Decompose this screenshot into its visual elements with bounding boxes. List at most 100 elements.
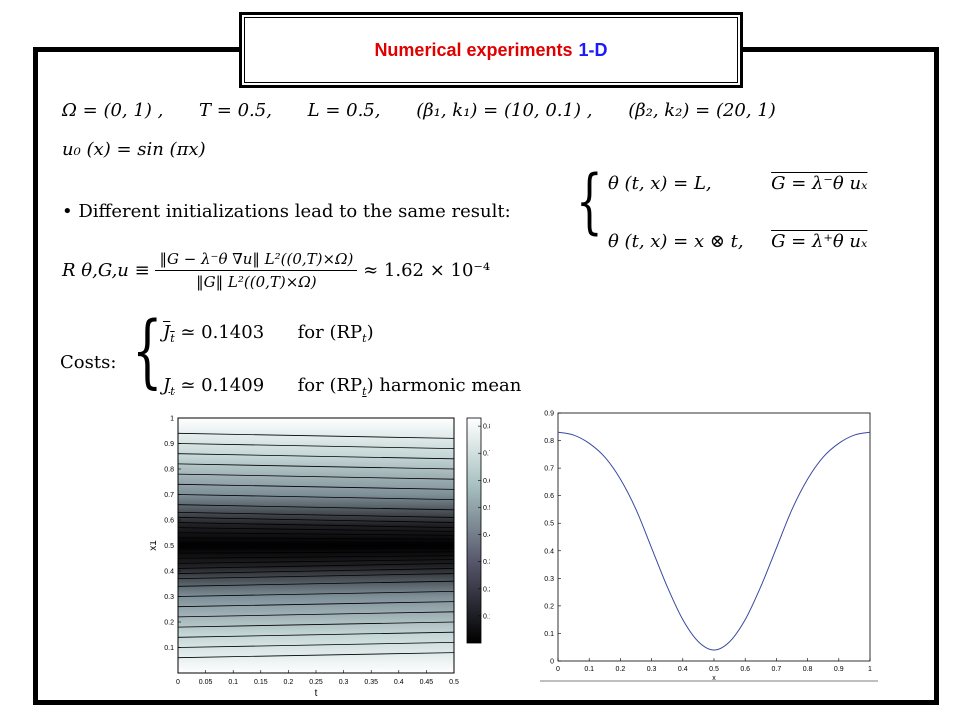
cost-1-J: Jt: [163, 322, 175, 345]
y-tick-label: 0.9: [544, 411, 554, 418]
x-tick-label: 0.5: [449, 679, 459, 686]
colorbar-tick-label: 0.3: [483, 559, 490, 566]
x-tick-label: 0.8: [803, 666, 813, 673]
series-line: [557, 431, 871, 651]
y-tick-label: 0.1: [164, 645, 174, 652]
contour-line: [177, 517, 455, 523]
y-tick-label: 0: [550, 659, 554, 666]
contour-line: [177, 559, 455, 564]
y-tick-label: 0.2: [164, 620, 174, 627]
colorbar-tick-label: 0.2: [483, 586, 490, 593]
contour-line: [177, 463, 455, 470]
contour-line: [177, 473, 455, 480]
contour-line: [177, 601, 455, 608]
bullet-text: • Different initializations lead to the …: [62, 201, 511, 222]
x-tick-label: 0.4: [394, 679, 404, 686]
y-tick-label: 0.5: [544, 521, 554, 528]
x-tick-label: 0.3: [647, 666, 657, 673]
contour-line: [177, 511, 455, 518]
case-2-right: G = λ⁺θ uₓ: [771, 231, 868, 252]
param-beta2: (β₂, k₂) = (20, 1): [628, 100, 776, 121]
residual-rhs: ≈ 1.62 × 10⁻⁴: [363, 260, 491, 281]
contour-line: [177, 568, 455, 574]
x-tick-label: 0.6: [740, 666, 750, 673]
cost-2-extra: harmonic mean: [379, 375, 522, 396]
y-tick-label: 1: [170, 416, 174, 423]
contour-line: [177, 621, 455, 628]
residual-fraction: ‖G − λ⁻θ ∇u‖ L²((0,T)×Ω) ‖G‖ L²((0,T)×Ω): [155, 250, 358, 291]
param-beta1: (β₁, k₁) = (10, 0.1) ,: [416, 100, 593, 121]
contour-line: [177, 432, 455, 439]
contour-line: [177, 611, 455, 618]
y-tick-label: 0.7: [164, 492, 174, 499]
colorbar-tick-label: 0.8: [483, 424, 490, 431]
y-tick-label: 0.4: [164, 569, 174, 576]
x-tick-label: 0.35: [364, 679, 378, 686]
line-axes: 0 0.1 0.2 0.3 0.4 0.5 0.6 0.7 0.8 0.9 1 0 0.1 0.2 0.3 0…: [540, 411, 878, 682]
x-tick-label: 0.7: [772, 666, 782, 673]
colorbar-tick-label: 0.5: [483, 505, 490, 512]
y-tick-label: 0.6: [164, 518, 174, 525]
costs-brace: {: [132, 304, 163, 397]
contour-line: [177, 532, 455, 536]
cases-brace: {: [576, 160, 603, 242]
x-tick-label: 0.9: [834, 666, 844, 673]
x-axis-label: t: [315, 688, 318, 699]
contour-line: [177, 652, 455, 659]
contour-line: [177, 522, 455, 529]
cost-1-value: ≃ 0.1403: [180, 322, 265, 343]
x-tick-label: 0.2: [616, 666, 626, 673]
contour-line: [177, 573, 455, 580]
y-tick-label: 0.2: [544, 603, 554, 610]
x-tick-label: 0.5: [709, 666, 719, 673]
residual-numerator: ‖G − λ⁻θ ∇u‖ L²((0,T)×Ω): [155, 250, 358, 271]
contour-plot: 0 0.05 0.1 0.15 0.2 0.25 0.3 0.35 0.4 0.45 0.5 0.1 0…: [150, 416, 490, 700]
cost-2-for: for (RPt): [297, 375, 374, 398]
contour-line: [177, 642, 455, 648]
y-tick-label: 0.8: [544, 438, 554, 445]
case-2-left: θ (t, x) = x ⊗ t,: [608, 231, 744, 252]
x-tick-label: 0.25: [309, 679, 323, 686]
y-tick-label: 0.1: [544, 631, 554, 638]
contour-line: [177, 591, 455, 597]
x-tick-label: 0.4: [678, 666, 688, 673]
y-tick-label: 0.6: [544, 493, 554, 500]
parameters-line: Ω = (0, 1) , T = 0.5, L = 0.5, (β₁, k₁) …: [62, 100, 776, 121]
y-tick-label: 0.3: [544, 576, 554, 583]
initial-condition: u₀ (x) = sin (πx): [62, 139, 206, 160]
param-omega: Ω = (0, 1) ,: [62, 100, 164, 121]
residual-formula: R θ,G,u ≡ ‖G − λ⁻θ ∇u‖ L²((0,T)×Ω) ‖G‖ L…: [62, 250, 490, 291]
contour-line: [177, 504, 455, 511]
y-tick-label: 0.7: [544, 466, 554, 473]
y-tick-label: 0.3: [164, 594, 174, 601]
contour-line: [177, 580, 455, 587]
contour-line: [177, 443, 455, 449]
residual-lhs: R θ,G,u ≡: [62, 260, 150, 281]
contour-line: [177, 555, 455, 559]
colorbar-tick-label: 0.4: [483, 532, 490, 539]
y-tick-label: 0.4: [544, 548, 554, 555]
costs-label: Costs:: [60, 352, 117, 373]
colorbar-tick-label: 0.6: [483, 478, 490, 485]
case-1-left: θ (t, x) = L,: [608, 173, 712, 194]
contour-line: [177, 551, 455, 554]
x-tick-label: 0.15: [254, 679, 268, 686]
x-tick-label: 0.45: [420, 679, 434, 686]
cost-2-value: ≃ 0.1409: [180, 375, 265, 396]
x-tick-label: 0.2: [284, 679, 294, 686]
x-tick-label: 1: [868, 666, 872, 673]
x-tick-label: 0.1: [584, 666, 594, 673]
colorbar-tick-label: 0.7: [483, 451, 490, 458]
x-tick-label: 0.05: [199, 679, 213, 686]
y-tick-label: 0.5: [164, 543, 174, 550]
residual-denominator: ‖G‖ L²((0,T)×Ω): [196, 273, 317, 291]
x-tick-label: 0.1: [228, 679, 238, 686]
x-axis-label: x: [712, 675, 716, 682]
x-tick-label: 0: [176, 679, 180, 686]
slide-title-tag: 1-D: [578, 39, 608, 60]
slide-title: Numerical experiments: [374, 39, 573, 60]
contour-axes: 0 0.05 0.1 0.15 0.2 0.25 0.3 0.35 0.4 0.45 0.5 0.1 0…: [150, 416, 490, 700]
cost-2: Jt ≃ 0.1409 for (RPt) harmonic mean: [163, 375, 521, 398]
contour-line: [177, 527, 455, 532]
contour-line: [177, 494, 455, 500]
